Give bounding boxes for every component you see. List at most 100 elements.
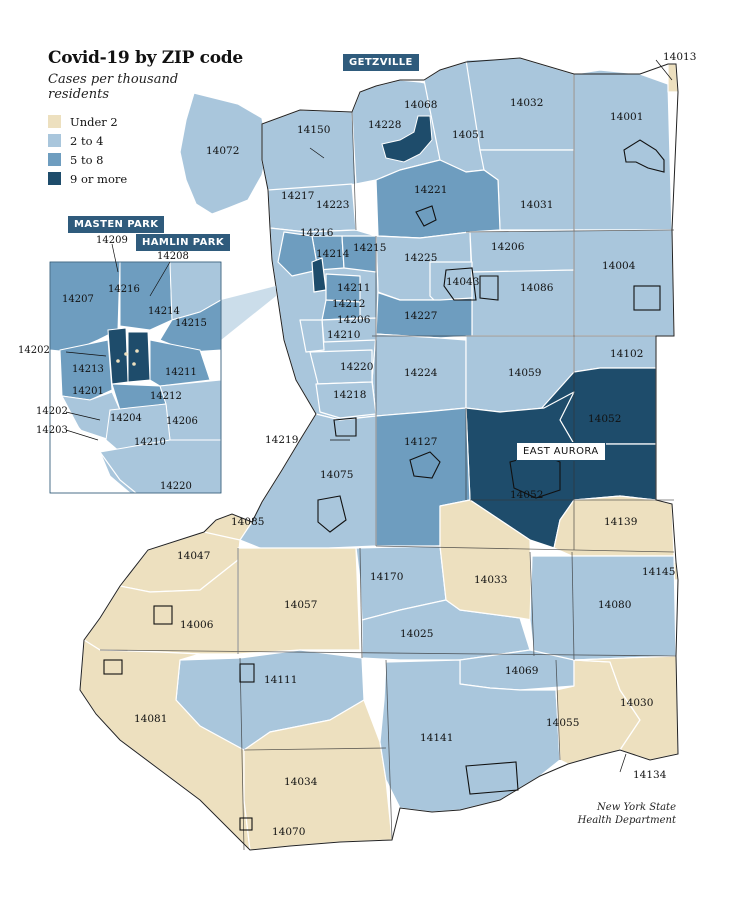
zip-label-14033: 14033 <box>474 574 507 586</box>
zip-region-14221 <box>375 159 501 239</box>
legend-item: 2 to 4 <box>48 131 127 150</box>
zip-label-14055: 14055 <box>546 717 579 729</box>
zip-region-14218 <box>315 381 377 419</box>
inset-label-14203: 14203 <box>36 425 68 436</box>
zip-label-14032: 14032 <box>510 97 543 109</box>
inset-zip-labels: 14209 14208 14216 14207 14214 14215 1420… <box>18 235 207 492</box>
inset-label-14202a: 14202 <box>18 345 50 356</box>
zip-label-14221: 14221 <box>414 184 447 196</box>
zip-label-14141: 14141 <box>420 732 453 744</box>
inset-label-14213: 14213 <box>72 364 104 375</box>
zip-label-14170: 14170 <box>370 571 403 583</box>
legend-swatch <box>48 153 61 166</box>
pointer-lines <box>65 59 673 773</box>
zip-label-14085: 14085 <box>231 516 264 528</box>
zip-label-14075: 14075 <box>320 469 353 481</box>
source-line-2: Health Department <box>577 815 676 826</box>
zip-label-14150: 14150 <box>297 124 330 136</box>
town-boundaries <box>99 74 677 851</box>
zip-label-14215: 14215 <box>353 242 386 254</box>
inset-label-14208: 14208 <box>157 251 189 262</box>
zip-label-14030: 14030 <box>620 697 653 709</box>
zip-label-14068: 14068 <box>404 99 437 111</box>
zip-label-14004: 14004 <box>602 260 636 272</box>
zip-label-14081: 14081 <box>134 713 167 725</box>
inset-frame <box>49 261 222 494</box>
zip-label-14013: 14013 <box>663 51 696 63</box>
zip-label-14052-north: 14052 <box>588 413 621 425</box>
zip-label-14145: 14145 <box>642 566 675 578</box>
zip-label-14006: 14006 <box>180 619 214 631</box>
zip-label-14102: 14102 <box>610 348 643 360</box>
place-tag-hamlin-park: HAMLIN PARK <box>136 234 231 251</box>
zip-label-14057: 14057 <box>284 599 317 611</box>
zip-region-14068 <box>381 115 433 163</box>
zip-label-14047: 14047 <box>177 550 210 562</box>
legend-label: 5 to 8 <box>70 152 104 167</box>
zip-label-14111: 14111 <box>264 674 297 686</box>
zip-label-14218: 14218 <box>333 389 366 401</box>
zip-label-14227: 14227 <box>404 310 437 322</box>
legend: Under 2 2 to 4 5 to 8 9 or more <box>48 112 127 188</box>
zip-label-14224: 14224 <box>404 367 438 379</box>
inset-label-14220: 14220 <box>160 481 192 492</box>
legend-label: 2 to 4 <box>70 133 104 148</box>
place-tag-masten-park: MASTEN PARK <box>68 216 165 233</box>
zip-label-14219: 14219 <box>265 434 298 446</box>
zip-regions <box>79 57 679 851</box>
legend-swatch <box>48 172 61 185</box>
inset-connector <box>221 286 276 340</box>
zip-label-14220: 14220 <box>340 361 373 373</box>
zip-label-14080: 14080 <box>598 599 631 611</box>
zip-label-14001: 14001 <box>610 111 643 123</box>
legend-swatch <box>48 115 61 128</box>
zip-region-14001 <box>573 69 673 231</box>
zip-region-14033 <box>439 499 533 621</box>
zip-label-14225: 14225 <box>404 252 437 264</box>
inset-label-14216: 14216 <box>108 284 140 295</box>
zip-labels: 14013 14068 14032 14228 14001 14051 1415… <box>134 51 696 838</box>
zip-region-14072 <box>179 92 269 215</box>
county-outline <box>79 57 679 851</box>
legend-item: 9 or more <box>48 169 127 188</box>
zip-region-14004 <box>573 229 675 337</box>
inset-label-14207: 14207 <box>62 294 94 305</box>
zip-label-14212: 14212 <box>332 298 365 310</box>
zip-label-14069: 14069 <box>505 665 538 677</box>
village-outlines <box>103 139 665 831</box>
legend-label: Under 2 <box>70 114 118 129</box>
zip-region-14210 <box>299 319 325 353</box>
zip-label-14206: 14206 <box>491 241 525 253</box>
place-tag-getzville: GETZVILLE <box>343 54 419 71</box>
inset-label-14210: 14210 <box>134 437 166 448</box>
zip-label-14070: 14070 <box>272 826 305 838</box>
zip-label-14086: 14086 <box>520 282 554 294</box>
legend-item: 5 to 8 <box>48 150 127 169</box>
zip-label-14072: 14072 <box>206 145 239 157</box>
zip-label-14228: 14228 <box>368 119 401 131</box>
zip-region-14216 <box>277 231 319 277</box>
inset-label-14209: 14209 <box>96 235 128 246</box>
zip-label-14210: 14210 <box>327 329 360 341</box>
zip-label-14034: 14034 <box>284 776 318 788</box>
map-subtitle: Cases per thousand residents <box>48 72 179 102</box>
legend-item: Under 2 <box>48 112 127 131</box>
zip-region-14150 <box>261 109 357 193</box>
zip-region-14086 <box>471 269 575 337</box>
zip-label-14217: 14217 <box>281 190 314 202</box>
zip-label-14059: 14059 <box>508 367 541 379</box>
zip-label-14134: 14134 <box>633 769 667 781</box>
legend-swatch <box>48 134 61 147</box>
source-note: New York State Health Department <box>578 801 676 827</box>
zip-label-14043: 14043 <box>446 276 479 288</box>
zip-label-14216: 14216 <box>300 227 334 239</box>
inset-label-14204: 14204 <box>110 413 142 424</box>
inset-label-14206: 14206 <box>166 416 198 427</box>
map-title: Covid-19 by ZIP code <box>48 48 243 68</box>
source-line-1: New York State <box>597 802 676 813</box>
zip-label-14051: 14051 <box>452 129 485 141</box>
zip-label-14025: 14025 <box>400 628 433 640</box>
zip-label-14211: 14211 <box>337 282 370 294</box>
legend-label: 9 or more <box>70 171 128 186</box>
